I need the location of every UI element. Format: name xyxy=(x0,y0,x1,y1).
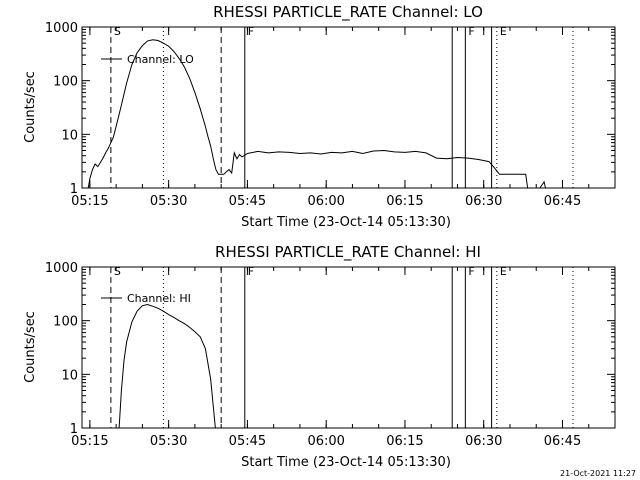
event-marker-label: F xyxy=(248,25,254,38)
y-axis-label: Counts/sec xyxy=(23,311,38,383)
event-marker-label: E xyxy=(500,265,507,278)
x-tick-label: 06:15 xyxy=(386,194,423,209)
y-tick-label: 1000 xyxy=(45,261,78,276)
x-tick-label: 06:45 xyxy=(544,194,581,209)
x-axis-label: Start Time (23-Oct-14 05:13:30) xyxy=(241,455,451,470)
x-tick-label: 06:45 xyxy=(544,434,581,449)
y-tick-label: 10 xyxy=(61,368,78,383)
y-tick-label: 100 xyxy=(53,315,78,330)
x-axis-label: Start Time (23-Oct-14 05:13:30) xyxy=(241,215,451,230)
x-tick-label: 06:30 xyxy=(465,434,502,449)
x-tick-label: 05:15 xyxy=(71,194,108,209)
legend-label: Channel: LO xyxy=(127,53,194,66)
x-tick-label: 05:45 xyxy=(229,194,266,209)
x-tick-label: 05:30 xyxy=(150,434,187,449)
y-tick-label: 10 xyxy=(61,128,78,143)
x-tick-label: 05:45 xyxy=(229,434,266,449)
x-tick-label: 05:30 xyxy=(150,194,187,209)
event-marker-label: S xyxy=(114,265,121,278)
y-tick-label: 1000 xyxy=(45,21,78,36)
x-tick-label: 06:00 xyxy=(307,434,344,449)
series-line xyxy=(87,39,547,188)
x-tick-label: 06:30 xyxy=(465,194,502,209)
x-tick-label: 05:15 xyxy=(71,434,108,449)
event-marker-label: F xyxy=(248,265,254,278)
chart-title: RHESSI PARTICLE_RATE Channel: HI xyxy=(215,243,481,262)
y-tick-label: 1 xyxy=(70,422,78,437)
timestamp: 21-Oct-2021 11:27 xyxy=(560,469,636,478)
series-line xyxy=(118,303,216,428)
x-tick-label: 06:00 xyxy=(307,194,344,209)
chart-title: RHESSI PARTICLE_RATE Channel: LO xyxy=(213,3,483,22)
chart-panel-lo: RHESSI PARTICLE_RATE Channel: LO Counts/… xyxy=(23,3,616,230)
chart-panel-hi: RHESSI PARTICLE_RATE Channel: HI Counts/… xyxy=(23,243,616,470)
event-marker-label: F xyxy=(468,265,474,278)
event-marker-label: E xyxy=(500,25,507,38)
y-tick-label: 100 xyxy=(53,75,78,90)
event-marker-label: F xyxy=(468,25,474,38)
y-axis-label: Counts/sec xyxy=(23,71,38,143)
event-marker-label: S xyxy=(114,25,121,38)
x-tick-label: 06:15 xyxy=(386,434,423,449)
y-tick-label: 1 xyxy=(70,182,78,197)
legend-label: Channel: HI xyxy=(127,292,191,305)
plot-frame xyxy=(81,26,616,189)
plot-frame xyxy=(81,266,616,429)
